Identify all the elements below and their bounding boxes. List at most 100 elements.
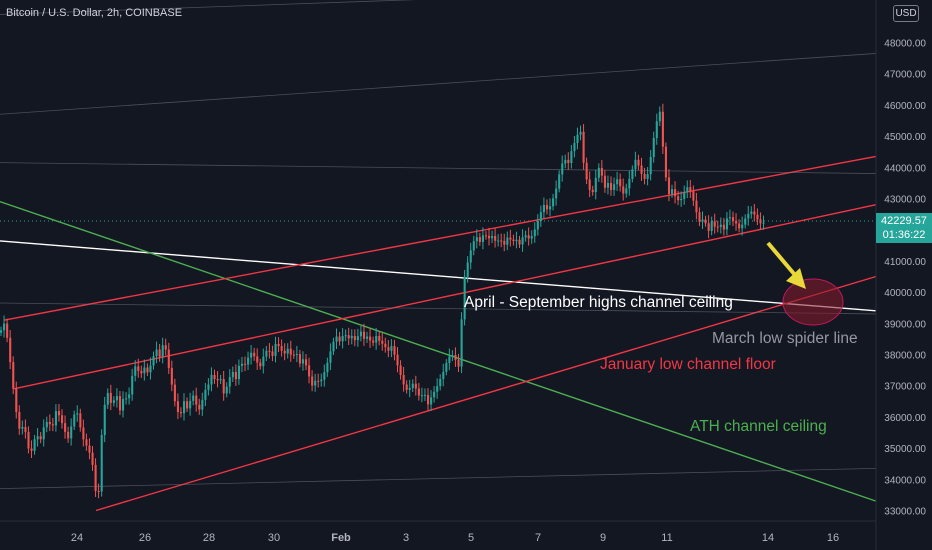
candle <box>582 124 585 170</box>
time-tick-label: 28 <box>203 532 215 544</box>
candles <box>0 103 765 499</box>
candle <box>707 215 710 239</box>
candle <box>366 331 369 343</box>
candle <box>280 339 283 357</box>
candle <box>503 233 506 252</box>
candle <box>201 392 204 416</box>
candle <box>305 353 308 371</box>
time-tick-label: 16 <box>827 532 839 544</box>
candle <box>536 214 539 236</box>
candle <box>326 357 329 377</box>
candle <box>369 328 372 348</box>
trend-line-4 <box>3 155 877 321</box>
trend-line-5 <box>0 302 877 315</box>
candle <box>222 371 225 401</box>
candle <box>451 350 454 361</box>
candle <box>603 170 606 193</box>
candle <box>9 330 12 370</box>
candle <box>265 346 268 362</box>
time-tick-label: 7 <box>535 532 541 544</box>
candle <box>0 326 3 337</box>
candle <box>338 331 341 346</box>
candle <box>527 227 530 246</box>
candle <box>231 366 234 383</box>
candle <box>542 197 545 219</box>
candle <box>289 340 292 362</box>
price-tick-label: 46000.00 <box>884 101 926 112</box>
candle <box>741 216 744 236</box>
candle <box>664 142 667 182</box>
candle <box>713 213 716 234</box>
candle <box>637 154 640 171</box>
candle <box>128 387 131 405</box>
candle <box>82 419 85 447</box>
candle <box>311 370 314 392</box>
candle <box>545 199 549 215</box>
time-tick-label: 9 <box>600 532 606 544</box>
candle <box>497 234 500 247</box>
candle <box>579 125 582 141</box>
candle <box>460 312 463 374</box>
candle <box>152 351 155 370</box>
candle <box>308 357 311 384</box>
candle <box>417 382 420 401</box>
price-tick-label: 39000.00 <box>884 319 926 330</box>
candle <box>122 391 125 418</box>
candle <box>237 359 240 385</box>
trend-line-2 <box>95 275 877 512</box>
candle <box>250 345 253 365</box>
candle <box>494 228 497 248</box>
candle <box>45 416 48 433</box>
time-tick-label: 3 <box>403 532 409 544</box>
candle <box>466 256 469 283</box>
candle <box>277 337 280 353</box>
time-axis[interactable]: 24 26 28 30 Feb 3 5 7 9 11 14 16 <box>71 532 839 544</box>
candle <box>146 363 149 376</box>
candle <box>213 369 216 384</box>
price-tick-label: 35000.00 <box>884 444 926 455</box>
candle <box>353 329 356 347</box>
candle <box>515 231 518 249</box>
candle <box>725 211 728 236</box>
candle <box>692 185 695 206</box>
price-tick-label: 38000.00 <box>884 351 926 362</box>
candle <box>390 339 393 358</box>
currency-badge[interactable]: USD <box>893 5 919 22</box>
candle <box>73 410 76 430</box>
candle <box>317 373 320 388</box>
time-tick-label: 24 <box>71 532 83 544</box>
candle <box>372 336 375 347</box>
candle <box>518 235 521 248</box>
candle <box>655 113 658 145</box>
candle <box>539 205 542 227</box>
price-tick-label: 43000.00 <box>884 195 926 206</box>
time-tick-label: 14 <box>762 532 774 544</box>
candle <box>137 358 140 378</box>
candle <box>738 219 741 233</box>
candle <box>131 368 134 401</box>
candle <box>57 404 61 422</box>
price-tick-label: 33000.00 <box>884 507 926 518</box>
candle <box>204 382 207 407</box>
candle <box>48 414 51 432</box>
candle <box>750 206 753 219</box>
candle <box>402 366 405 392</box>
candle <box>97 483 100 499</box>
candle <box>164 338 167 356</box>
candle <box>350 329 353 345</box>
candle <box>176 393 179 420</box>
candle <box>18 405 21 435</box>
candle <box>411 379 414 392</box>
candle <box>54 404 57 432</box>
candle <box>219 374 222 385</box>
candle <box>21 420 24 435</box>
candle <box>585 157 588 185</box>
candle <box>51 417 54 432</box>
candle <box>210 367 213 392</box>
candle <box>192 390 195 406</box>
candle <box>491 230 494 244</box>
candle <box>30 440 33 458</box>
candle <box>143 359 146 381</box>
candle <box>616 171 619 191</box>
